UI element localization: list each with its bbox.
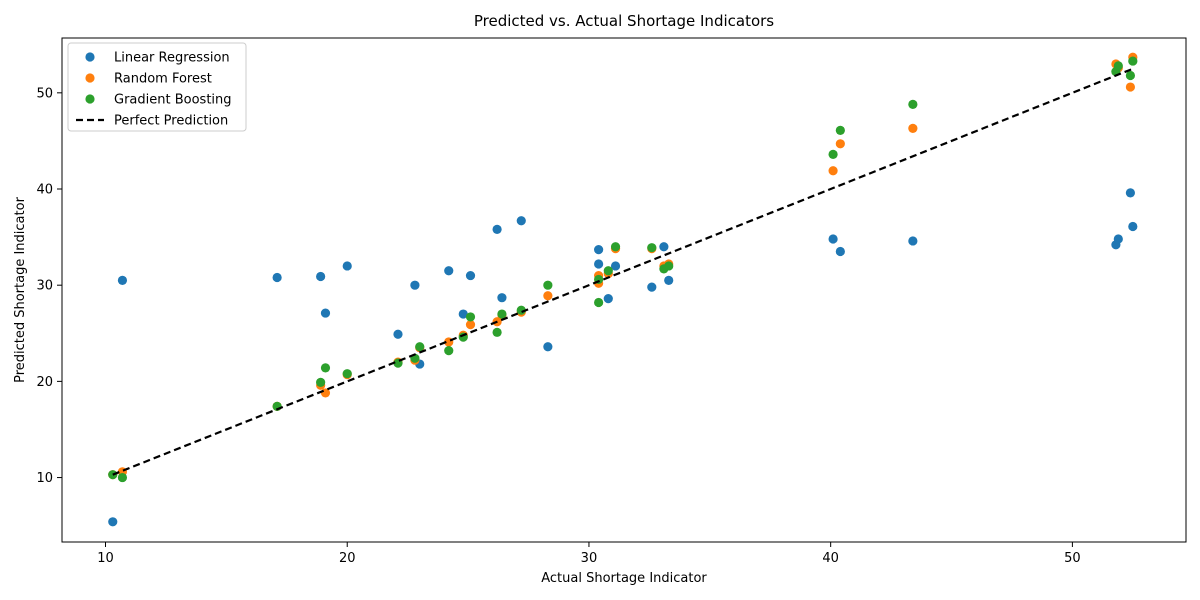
y-tick-label: 40 bbox=[36, 183, 53, 198]
legend-label: Linear Regression bbox=[114, 51, 230, 66]
data-point bbox=[835, 246, 845, 257]
y-axis-label: Predicted Shortage Indicator bbox=[13, 196, 28, 382]
legend-item: Gradient Boosting bbox=[85, 93, 232, 108]
data-point bbox=[444, 346, 454, 356]
data-point bbox=[1113, 61, 1123, 71]
data-point bbox=[117, 472, 128, 483]
legend-label: Random Forest bbox=[114, 72, 212, 87]
data-point bbox=[492, 224, 502, 234]
data-point bbox=[610, 242, 621, 252]
data-point bbox=[492, 327, 502, 337]
y-tick-label: 50 bbox=[36, 86, 53, 101]
y-tick-label: 10 bbox=[36, 471, 53, 486]
data-point bbox=[1125, 82, 1135, 92]
x-tick-label: 50 bbox=[1064, 551, 1081, 566]
data-point bbox=[1125, 188, 1135, 198]
legend-item: Perfect Prediction bbox=[76, 114, 228, 129]
data-point bbox=[1128, 221, 1138, 232]
axes: 10 20 30 40 50 10 20 30 40 50 bbox=[36, 37, 1187, 566]
data-point bbox=[497, 293, 507, 303]
data-point bbox=[516, 216, 526, 226]
x-tick-label: 10 bbox=[97, 551, 114, 566]
data-point bbox=[908, 123, 918, 134]
legend-label: Perfect Prediction bbox=[114, 114, 228, 129]
x-tick-label: 30 bbox=[581, 551, 598, 566]
data-point bbox=[603, 294, 613, 304]
chart-title: Predicted vs. Actual Shortage Indicators bbox=[474, 12, 774, 30]
axes-frame bbox=[61, 37, 1187, 543]
data-point bbox=[647, 282, 657, 292]
data-point bbox=[1125, 70, 1135, 81]
data-point bbox=[828, 234, 838, 244]
data-point bbox=[465, 320, 476, 330]
data-point bbox=[393, 329, 403, 339]
data-point bbox=[664, 261, 674, 271]
data-point bbox=[1113, 234, 1123, 244]
x-axis-label: Actual Shortage Indicator bbox=[541, 571, 707, 586]
legend-marker bbox=[85, 94, 95, 104]
data-point bbox=[316, 271, 326, 282]
x-tick-label: 40 bbox=[822, 551, 839, 566]
data-point bbox=[316, 377, 326, 387]
data-point bbox=[415, 342, 425, 352]
data-point bbox=[603, 266, 613, 276]
legend-item: Linear Regression bbox=[85, 51, 230, 66]
legend-box bbox=[67, 42, 247, 132]
plot-area bbox=[108, 52, 1138, 527]
x-tick-label: 20 bbox=[339, 551, 356, 566]
data-point bbox=[516, 305, 526, 315]
data-point bbox=[543, 342, 553, 352]
data-point bbox=[594, 259, 604, 269]
legend-label: Gradient Boosting bbox=[114, 93, 232, 108]
data-point bbox=[647, 243, 657, 253]
perfect-prediction-line bbox=[112, 67, 1134, 476]
data-point bbox=[465, 312, 476, 322]
data-point bbox=[828, 166, 838, 176]
legend-marker bbox=[85, 73, 95, 83]
data-point bbox=[594, 297, 604, 308]
data-point bbox=[835, 139, 845, 149]
data-point bbox=[659, 242, 669, 252]
data-point bbox=[1128, 56, 1138, 66]
data-point bbox=[908, 99, 918, 109]
data-point bbox=[117, 275, 128, 285]
data-point bbox=[594, 245, 604, 255]
data-point bbox=[458, 309, 468, 319]
data-point bbox=[272, 272, 282, 283]
data-point bbox=[342, 261, 352, 271]
legend-marker bbox=[85, 52, 95, 62]
data-point bbox=[543, 280, 553, 290]
legend: Linear Regression Random Forest Gradient B… bbox=[67, 42, 247, 132]
data-point bbox=[320, 308, 331, 318]
data-point bbox=[108, 517, 118, 527]
data-point bbox=[320, 363, 331, 373]
data-point bbox=[497, 309, 507, 319]
series-0 bbox=[108, 188, 1138, 527]
data-point bbox=[664, 275, 674, 285]
data-point bbox=[835, 125, 845, 135]
data-point bbox=[444, 266, 454, 276]
data-point bbox=[610, 261, 621, 271]
data-point bbox=[543, 291, 553, 301]
data-point bbox=[342, 369, 352, 379]
legend-item: Random Forest bbox=[85, 72, 212, 87]
data-point bbox=[828, 149, 838, 159]
y-tick-label: 20 bbox=[36, 375, 53, 390]
data-point bbox=[410, 280, 420, 290]
data-point bbox=[465, 270, 476, 281]
data-point bbox=[908, 236, 918, 246]
y-tick-label: 30 bbox=[36, 279, 53, 294]
